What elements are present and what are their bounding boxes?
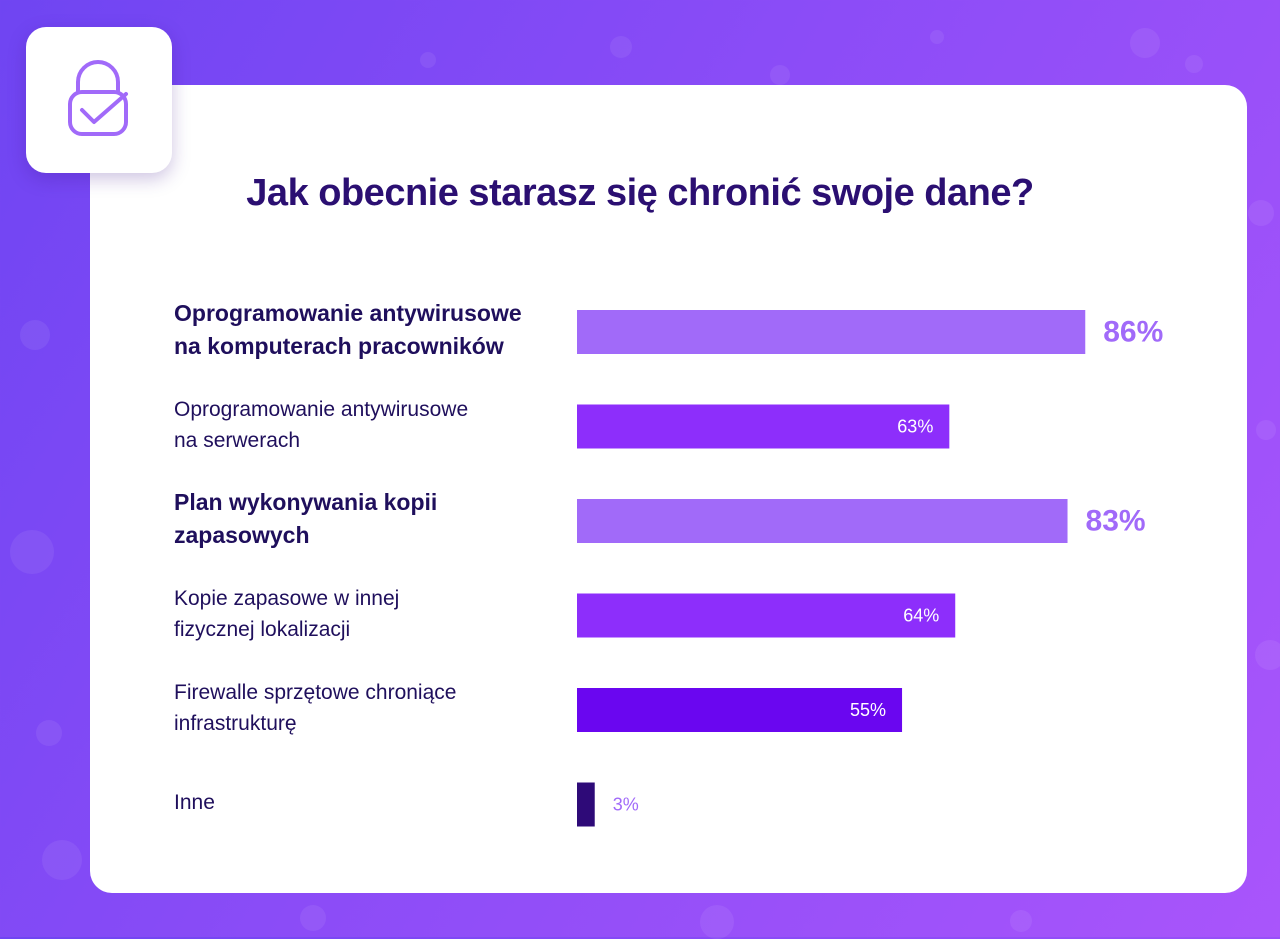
category-label: Inne — [174, 791, 215, 814]
category-label: Plan wykonywania kopii zapasowych — [174, 489, 438, 548]
value-label: 64% — [903, 606, 939, 626]
chart-title: Jak obecnie starasz się chronić swoje da… — [246, 172, 1034, 214]
value-label: 3% — [613, 795, 639, 815]
value-label: 55% — [850, 700, 886, 720]
category-label: Oprogramowanie antywirusowe na serwerach — [174, 397, 469, 452]
bar — [577, 688, 903, 732]
category-label: Kopie zapasowe w innej fizycznej lokaliza… — [174, 586, 400, 641]
value-label: 63% — [897, 417, 933, 437]
lock-check-icon — [68, 60, 128, 136]
bar — [577, 404, 950, 449]
bar — [577, 499, 1068, 543]
category-label: Oprogramowanie antywirusowe na komputerac… — [174, 300, 522, 359]
lock-badge — [26, 27, 172, 173]
value-label: 86% — [1103, 316, 1163, 349]
bar — [577, 782, 595, 827]
value-label: 83% — [1086, 505, 1146, 538]
category-label: Firewalle sprzętowe chroniące infrastrukt… — [174, 681, 457, 735]
bar — [577, 310, 1086, 354]
bar — [577, 593, 956, 638]
chart-card — [90, 85, 1247, 893]
